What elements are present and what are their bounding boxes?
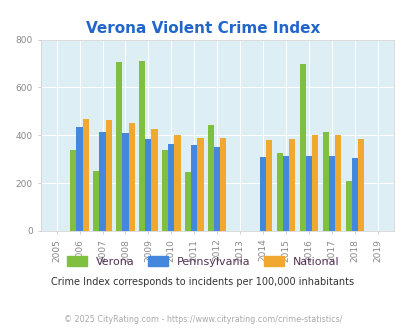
Legend: Verona, Pennsylvania, National: Verona, Pennsylvania, National	[62, 251, 343, 271]
Bar	[305, 156, 311, 231]
Bar	[145, 139, 151, 231]
Bar	[357, 139, 363, 231]
Text: Verona Violent Crime Index: Verona Violent Crime Index	[85, 21, 320, 36]
Bar	[128, 123, 134, 231]
Bar	[276, 153, 282, 231]
Bar	[139, 61, 145, 231]
Bar	[259, 157, 266, 231]
Bar	[345, 181, 351, 231]
Bar	[322, 132, 328, 231]
Bar	[266, 140, 272, 231]
Bar	[116, 62, 122, 231]
Bar	[93, 171, 99, 231]
Bar	[288, 139, 294, 231]
Bar	[351, 158, 357, 231]
Bar	[174, 135, 180, 231]
Text: Crime Index corresponds to incidents per 100,000 inhabitants: Crime Index corresponds to incidents per…	[51, 278, 354, 287]
Bar	[105, 120, 111, 231]
Bar	[76, 127, 83, 231]
Bar	[151, 129, 157, 231]
Bar	[70, 150, 76, 231]
Bar	[207, 124, 213, 231]
Bar	[311, 135, 318, 231]
Bar	[334, 135, 340, 231]
Bar	[185, 172, 191, 231]
Bar	[99, 132, 105, 231]
Bar	[213, 147, 220, 231]
Bar	[122, 133, 128, 231]
Bar	[299, 64, 305, 231]
Bar	[191, 145, 197, 231]
Bar	[220, 138, 226, 231]
Bar	[162, 150, 168, 231]
Bar	[328, 156, 334, 231]
Bar	[282, 156, 288, 231]
Bar	[197, 138, 203, 231]
Text: © 2025 CityRating.com - https://www.cityrating.com/crime-statistics/: © 2025 CityRating.com - https://www.city…	[64, 315, 341, 324]
Bar	[168, 144, 174, 231]
Bar	[83, 118, 89, 231]
